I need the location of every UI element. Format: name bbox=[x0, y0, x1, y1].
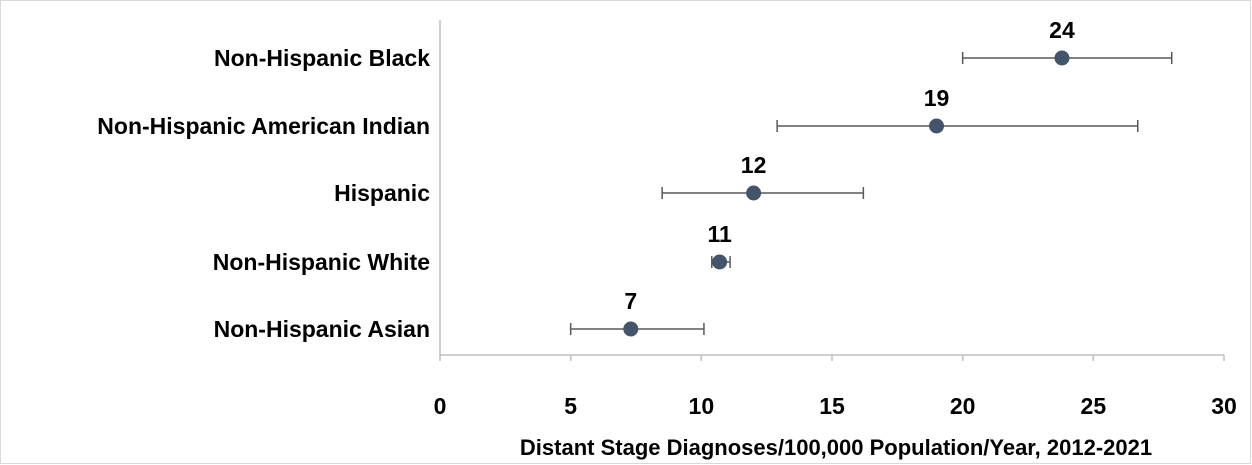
data-point-non-hispanic-asian bbox=[623, 321, 639, 337]
x-tick-label-15: 15 bbox=[819, 393, 845, 419]
data-label-non-hispanic-black: 24 bbox=[1049, 17, 1075, 43]
category-label-hispanic: Hispanic bbox=[334, 180, 430, 206]
x-tick-label-10: 10 bbox=[689, 393, 715, 419]
error-bar-non-hispanic-american-indian bbox=[776, 120, 1139, 132]
category-labels: Non-Hispanic Black Non-Hispanic American … bbox=[97, 45, 430, 342]
x-tick-label-30: 30 bbox=[1211, 393, 1237, 419]
data-point-non-hispanic-black bbox=[1054, 50, 1070, 66]
x-tick-label-20: 20 bbox=[950, 393, 976, 419]
category-label-non-hispanic-asian: Non-Hispanic Asian bbox=[214, 316, 430, 342]
x-ticks bbox=[439, 355, 1225, 361]
data-label-non-hispanic-white: 11 bbox=[707, 221, 732, 247]
x-axis-title: Distant Stage Diagnoses/100,000 Populati… bbox=[520, 435, 1152, 460]
data-point-hispanic bbox=[746, 185, 762, 201]
x-tick-labels: 0 5 10 15 20 25 30 bbox=[434, 393, 1237, 419]
data-points bbox=[623, 50, 1070, 337]
data-label-hispanic: 12 bbox=[741, 152, 767, 178]
data-label-non-hispanic-american-indian: 19 bbox=[924, 85, 950, 111]
error-bar-hispanic bbox=[661, 187, 865, 199]
axes bbox=[439, 20, 1224, 356]
x-tick-label-5: 5 bbox=[564, 393, 577, 419]
category-label-non-hispanic-american-indian: Non-Hispanic American Indian bbox=[97, 113, 430, 139]
category-label-non-hispanic-white: Non-Hispanic White bbox=[213, 249, 430, 275]
data-point-non-hispanic-american-indian bbox=[929, 118, 945, 134]
x-tick-label-25: 25 bbox=[1081, 393, 1107, 419]
data-labels: 24 19 12 11 7 bbox=[624, 17, 1075, 314]
data-label-non-hispanic-asian: 7 bbox=[624, 288, 637, 314]
data-point-non-hispanic-white bbox=[712, 254, 728, 270]
error-bars bbox=[569, 52, 1173, 335]
x-tick-label-0: 0 bbox=[434, 393, 447, 419]
category-label-non-hispanic-black: Non-Hispanic Black bbox=[214, 45, 430, 71]
